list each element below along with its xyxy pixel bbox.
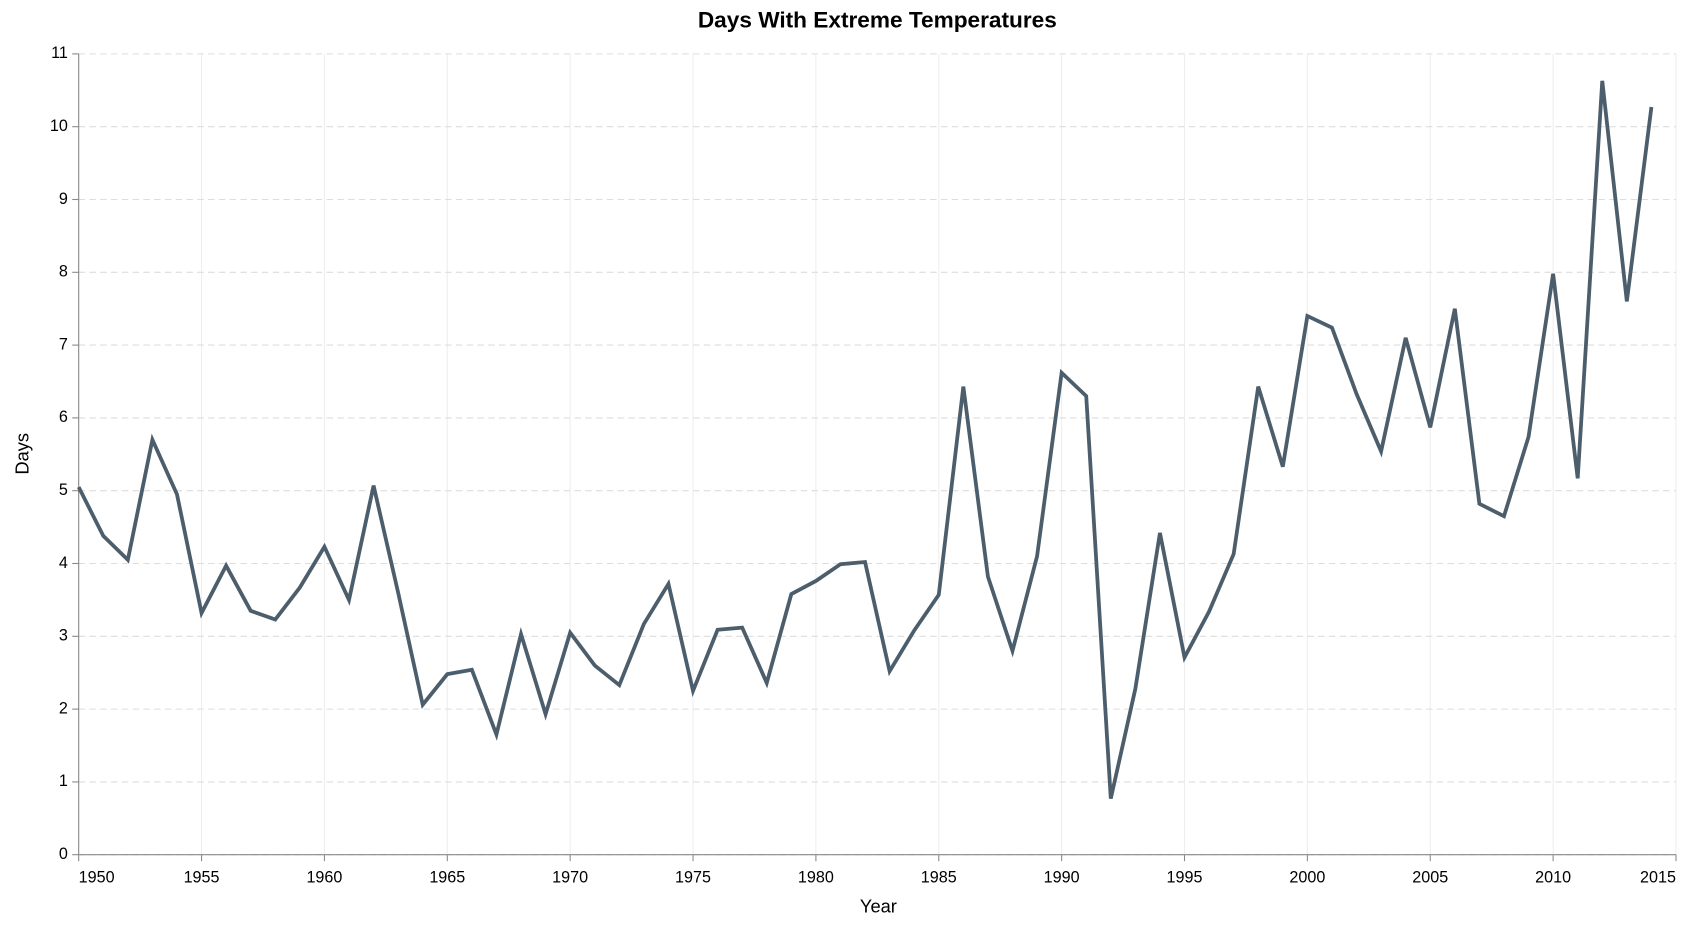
- x-tick-label: 1990: [1044, 869, 1080, 887]
- x-tick-label: 1955: [184, 869, 220, 887]
- x-tick-label: 2015: [1640, 869, 1676, 887]
- x-tick-label: 1995: [1167, 869, 1203, 887]
- y-tick-label: 5: [59, 481, 68, 499]
- y-tick-label: 1: [59, 772, 68, 790]
- x-tick-label: 1980: [798, 869, 834, 887]
- y-tick-label: 9: [59, 190, 68, 208]
- y-tick-label: 4: [59, 554, 68, 572]
- x-tick-label: 2010: [1535, 869, 1571, 887]
- x-tick-label: 2005: [1412, 869, 1448, 887]
- x-tick-label: 2000: [1289, 869, 1325, 887]
- y-tick-label: 6: [59, 408, 68, 426]
- y-tick-label: 10: [50, 117, 68, 135]
- y-tick-label: 3: [59, 627, 68, 645]
- x-tick-label: 1965: [429, 869, 465, 887]
- chart-title: Days With Extreme Temperatures: [698, 8, 1057, 33]
- x-tick-label: 1985: [921, 869, 957, 887]
- y-tick-label: 8: [59, 263, 68, 281]
- y-tick-label: 11: [51, 44, 68, 62]
- x-axis-title: Year: [860, 895, 897, 916]
- x-tick-label: 1970: [552, 869, 588, 887]
- y-tick-label: 0: [59, 845, 68, 863]
- x-tick-label: 1975: [675, 869, 711, 887]
- y-tick-label: 2: [59, 699, 68, 717]
- y-tick-label: 7: [59, 335, 68, 353]
- x-tick-label: 1950: [79, 869, 115, 887]
- line: [76, 80, 1654, 800]
- x-tick-label: 1960: [306, 869, 342, 887]
- y-axis-title: Days: [12, 433, 33, 475]
